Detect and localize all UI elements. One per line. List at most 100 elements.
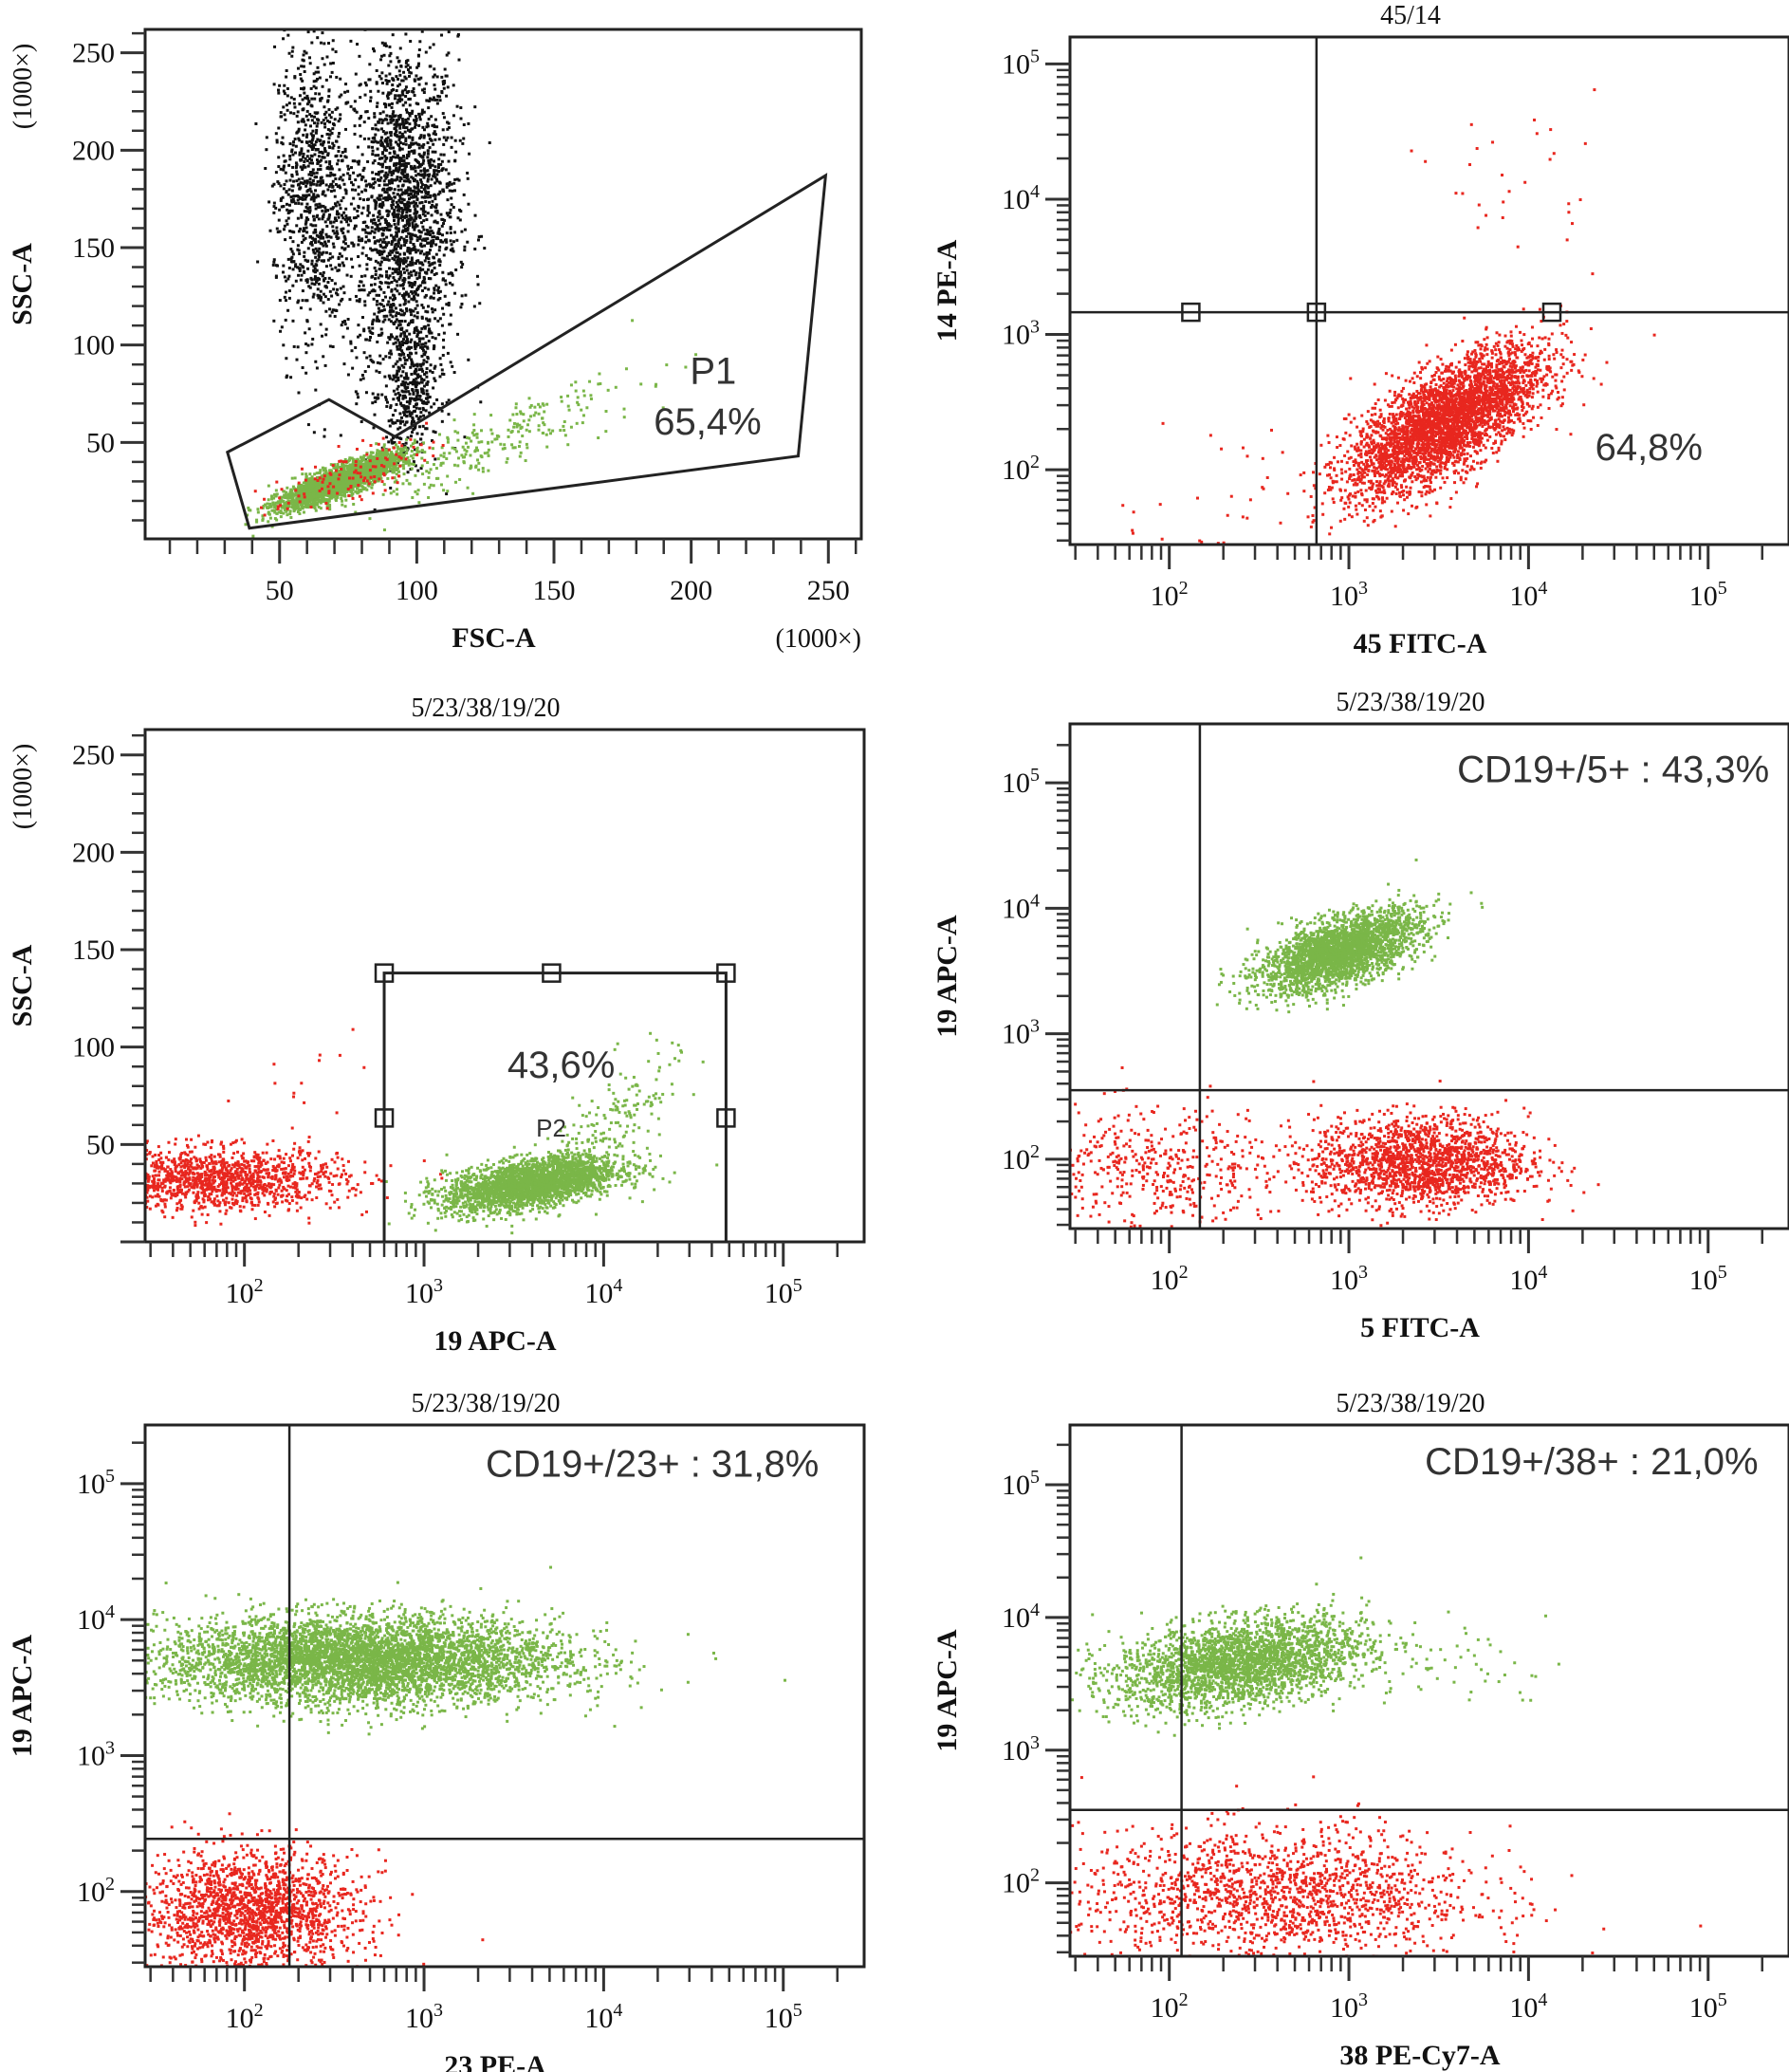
data-point [372,161,375,164]
data-point [336,232,339,235]
data-point [297,110,300,113]
data-point [391,181,394,184]
data-point [305,206,308,209]
data-point [357,175,360,177]
data-point [313,293,316,296]
data-point [403,171,406,174]
data-point [415,403,418,406]
data-point [299,158,302,161]
data-point [409,115,412,118]
data-point [346,90,349,93]
data-point [427,400,430,403]
data-point [379,58,382,61]
data-point [380,261,383,264]
data-point [377,319,379,322]
data-point [303,164,305,167]
data-point [305,51,308,54]
data-point [284,119,286,121]
data-point [418,78,421,81]
data-point [390,134,393,137]
data-point [354,189,357,192]
data-point [289,509,292,512]
data-point [325,183,328,186]
data-point [321,176,323,179]
data-point [373,298,376,301]
data-point [452,114,455,117]
data-point [318,240,321,243]
data-point [360,237,363,240]
data-point [415,385,417,388]
data-point [310,191,313,194]
data-point [422,209,425,212]
data-point [455,239,458,242]
data-point [396,65,398,68]
data-point [308,472,311,475]
data-point [411,127,414,130]
data-point [375,205,378,208]
data-point [273,83,276,85]
data-point [315,207,318,210]
data-point [403,356,406,359]
data-point [297,345,300,348]
data-point [442,128,445,131]
data-point [404,95,407,98]
data-point [307,165,310,168]
data-point [403,252,406,255]
data-point [453,189,456,192]
data-points [244,28,697,538]
data-point [442,112,445,115]
data-point [483,247,486,250]
data-point [352,197,355,200]
data-point [388,72,391,75]
data-point [371,275,374,278]
data-point [410,235,413,238]
data-point [349,219,352,222]
data-point [388,182,391,185]
data-point [364,179,367,182]
data-point [427,305,430,307]
data-point [427,141,430,144]
data-point [402,467,405,470]
data-point [286,209,288,212]
data-point [442,313,445,316]
data-point [338,204,341,207]
data-point [416,376,419,379]
data-point [392,192,395,194]
data-point [415,123,417,126]
data-point [459,210,462,213]
data-point [350,258,353,261]
data-point [293,98,296,101]
data-point [300,181,303,184]
data-point [296,173,299,176]
data-point [305,95,308,98]
data-point [400,65,403,68]
data-point [363,120,366,123]
data-point [331,311,334,314]
data-point [312,215,315,218]
data-point [338,168,341,171]
data-point [448,173,451,176]
data-point [398,69,401,72]
data-point [314,111,317,114]
data-point [412,417,415,420]
data-point [310,342,313,345]
data-point [411,258,414,261]
data-point [429,249,432,251]
data-point [373,138,376,140]
data-point [332,243,335,246]
data-point [442,346,445,349]
data-point [301,472,304,475]
data-point [293,102,296,105]
data-point [371,140,374,143]
data-point [418,116,421,119]
data-point [439,363,442,366]
data-point [330,295,333,298]
data-point [381,299,384,302]
data-point [415,195,417,198]
data-point [380,327,383,330]
data-point [398,163,401,166]
data-point [412,298,415,301]
data-point [287,217,290,220]
data-point [414,94,416,97]
data-point [398,131,401,134]
